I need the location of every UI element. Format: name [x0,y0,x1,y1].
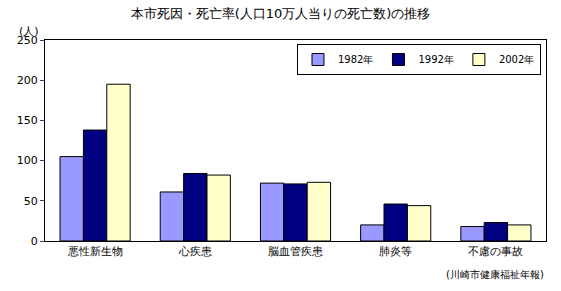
svg-text:(川崎市健康福祉年報): (川崎市健康福祉年報) [446,269,544,280]
svg-text:1992年: 1992年 [418,54,453,65]
svg-text:不慮の事故: 不慮の事故 [468,245,523,258]
svg-text:150: 150 [17,114,38,127]
svg-text:1982年: 1982年 [338,54,373,65]
svg-text:250: 250 [17,34,38,47]
svg-text:脳血管疾患: 脳血管疾患 [268,245,323,258]
svg-text:(人): (人) [19,25,39,38]
svg-text:肺炎等: 肺炎等 [379,245,412,258]
svg-text:2002年: 2002年 [499,54,534,65]
svg-text:本市死因・死亡率(人口10万人当りの死亡数)の推移: 本市死因・死亡率(人口10万人当りの死亡数)の推移 [131,6,431,21]
svg-text:100: 100 [17,154,38,167]
svg-text:心疾患: 心疾患 [178,245,212,258]
svg-text:0: 0 [31,235,38,248]
svg-text:50: 50 [24,195,38,208]
svg-text:200: 200 [17,74,38,87]
svg-text:悪性新生物: 悪性新生物 [67,245,123,258]
